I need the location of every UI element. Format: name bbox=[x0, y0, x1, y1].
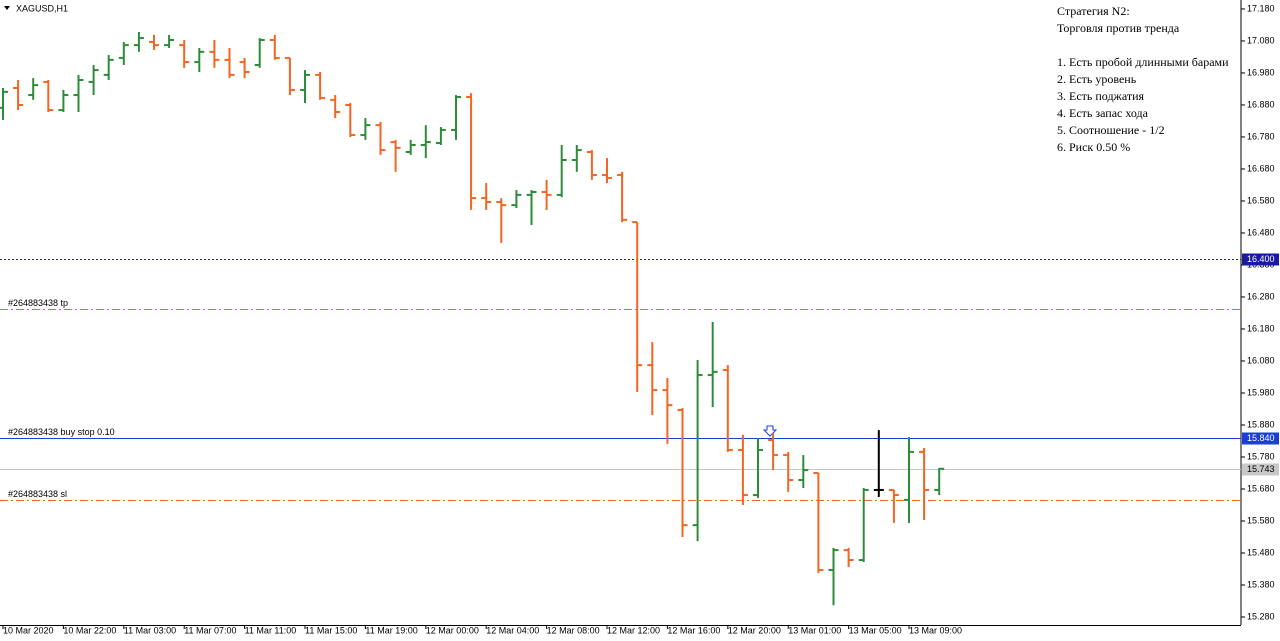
x-tick-label: 11 Mar 15:00 bbox=[305, 625, 357, 635]
x-tick-label: 12 Mar 16:00 bbox=[667, 625, 720, 635]
x-tick-label: 12 Mar 00:00 bbox=[426, 625, 479, 635]
x-tick-label: 13 Mar 05:00 bbox=[849, 625, 902, 635]
note-line: 3. Есть поджатия bbox=[1057, 89, 1145, 103]
price-box-label: 16.400 bbox=[1247, 254, 1275, 264]
y-tick-label: 15.980 bbox=[1247, 387, 1275, 397]
y-tick-label: 15.380 bbox=[1247, 579, 1275, 589]
price-box-label: 15.743 bbox=[1247, 464, 1275, 474]
x-tick-label: 11 Mar 19:00 bbox=[365, 625, 417, 635]
x-tick-label: 12 Mar 08:00 bbox=[547, 625, 600, 635]
x-tick-label: 13 Mar 09:00 bbox=[909, 625, 962, 635]
chart-title: XAGUSD,H1 bbox=[16, 3, 68, 13]
y-tick-label: 16.680 bbox=[1247, 163, 1275, 173]
y-tick-label: 16.580 bbox=[1247, 195, 1275, 205]
menu-triangle bbox=[4, 6, 10, 10]
y-tick-label: 16.780 bbox=[1247, 131, 1275, 141]
price-box-label: 15.840 bbox=[1247, 433, 1275, 443]
y-tick-label: 17.080 bbox=[1247, 35, 1275, 45]
note-line: 4. Есть запас хода bbox=[1057, 106, 1149, 120]
x-tick-label: 13 Mar 01:00 bbox=[788, 625, 841, 635]
y-tick-label: 16.880 bbox=[1247, 99, 1275, 109]
note-line: 1. Есть пробой длинными барами bbox=[1057, 55, 1229, 69]
level-label: #264883438 tp bbox=[8, 298, 68, 308]
price-box bbox=[1242, 253, 1279, 266]
x-tick-label: 11 Mar 07:00 bbox=[184, 625, 236, 635]
note-line: 6. Риск 0.50 % bbox=[1057, 140, 1130, 154]
level-label: #264883438 sl bbox=[8, 489, 67, 499]
note-title: Стратегия N2: bbox=[1057, 4, 1130, 18]
price-box bbox=[1242, 432, 1279, 445]
x-tick-label: 12 Mar 12:00 bbox=[607, 625, 660, 635]
y-tick-label: 15.780 bbox=[1247, 451, 1275, 461]
y-tick-label: 16.180 bbox=[1247, 323, 1275, 333]
y-tick-label: 16.080 bbox=[1247, 355, 1275, 365]
x-tick-label: 12 Mar 04:00 bbox=[486, 625, 539, 635]
y-tick-label: 15.880 bbox=[1247, 419, 1275, 429]
x-tick-label: 11 Mar 03:00 bbox=[124, 625, 176, 635]
y-tick-label: 15.480 bbox=[1247, 547, 1275, 557]
y-tick-label: 16.480 bbox=[1247, 227, 1275, 237]
y-tick-label: 17.180 bbox=[1247, 3, 1275, 13]
y-tick-label: 15.680 bbox=[1247, 483, 1275, 493]
x-tick-label: 12 Mar 20:00 bbox=[728, 625, 781, 635]
note-line: 5. Соотношение - 1/2 bbox=[1057, 123, 1165, 137]
price-box bbox=[1242, 463, 1279, 476]
x-tick-label: 10 Mar 2020 bbox=[3, 625, 54, 635]
x-tick-label: 10 Mar 22:00 bbox=[63, 625, 116, 635]
level-label: #264883438 buy stop 0.10 bbox=[8, 427, 115, 437]
x-tick-label: 11 Mar 11:00 bbox=[245, 625, 297, 635]
y-tick-label: 16.980 bbox=[1247, 67, 1275, 77]
y-tick-label: 16.280 bbox=[1247, 291, 1275, 301]
y-tick-label: 15.280 bbox=[1247, 611, 1275, 621]
y-tick-label: 15.580 bbox=[1247, 515, 1275, 525]
note-subtitle: Торговля против тренда bbox=[1057, 21, 1180, 35]
note-line: 2. Есть уровень bbox=[1057, 72, 1137, 86]
